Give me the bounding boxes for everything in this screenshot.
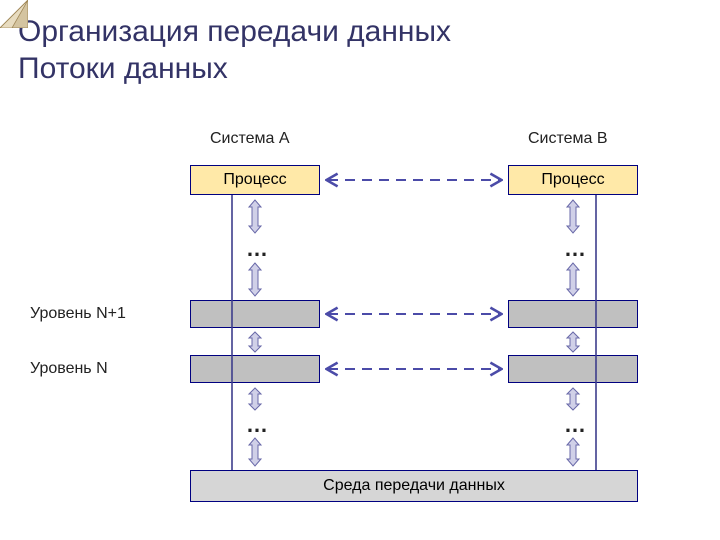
connectors-svg: [0, 0, 720, 540]
varrow-a-5: [249, 438, 261, 466]
varrow-a-1: [249, 200, 261, 233]
varrow-b-5: [567, 438, 579, 466]
varrow-b-1: [567, 200, 579, 233]
varrow-b-3: [567, 332, 579, 352]
slide-root: Организация передачи данных Потоки данны…: [0, 0, 720, 540]
varrow-a-3: [249, 332, 261, 352]
varrow-a-2: [249, 263, 261, 296]
varrow-a-4: [249, 388, 261, 410]
corner-fold-icon: [0, 0, 28, 28]
varrow-b-2: [567, 263, 579, 296]
varrow-b-4: [567, 388, 579, 410]
